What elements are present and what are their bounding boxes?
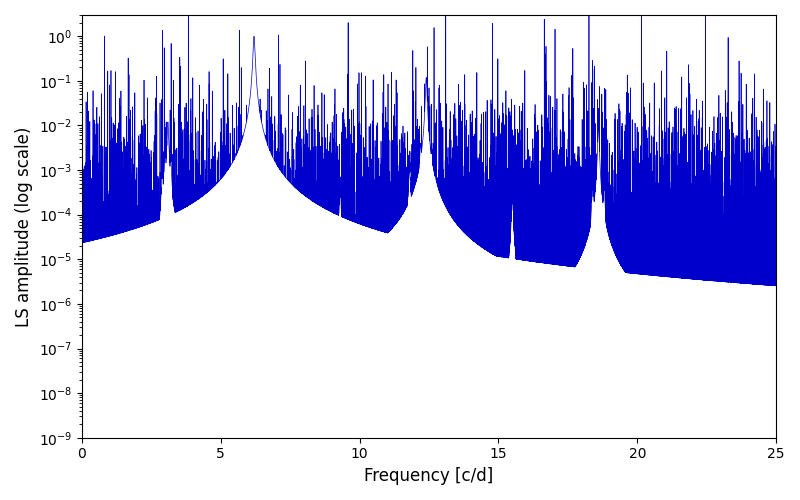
X-axis label: Frequency [c/d]: Frequency [c/d]: [364, 467, 494, 485]
Y-axis label: LS amplitude (log scale): LS amplitude (log scale): [15, 126, 33, 326]
